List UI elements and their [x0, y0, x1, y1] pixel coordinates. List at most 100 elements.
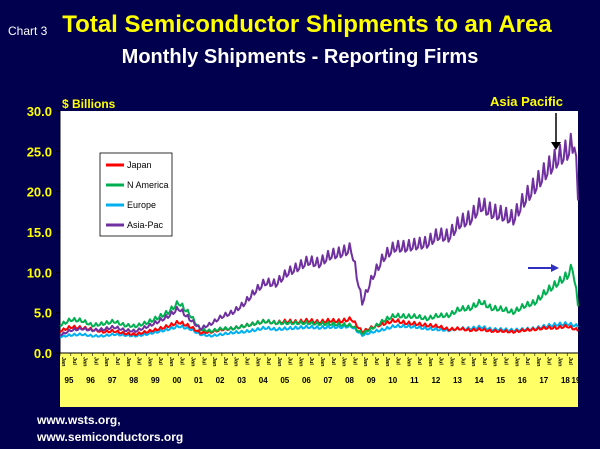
x-month-label: Jan	[405, 357, 411, 367]
x-year-label: 08	[345, 376, 354, 385]
legend-item-label: N America	[127, 180, 169, 190]
x-month-label: Jan	[190, 357, 196, 367]
x-month-label: Jul	[373, 357, 379, 365]
x-month-label: Jan	[535, 357, 541, 367]
series-line-n-america	[59, 263, 579, 336]
x-month-label: Jan	[449, 357, 455, 367]
y-axis-ticks: 0.0 5.0 10.0 15.0 20.0 25.0 30.0	[27, 104, 60, 361]
y-tick-label: 10.0	[27, 265, 52, 280]
x-month-label: Jan	[82, 357, 88, 367]
x-month-label: Jul	[136, 357, 142, 365]
x-month-label: Jan	[254, 357, 260, 367]
x-year-label: 13	[453, 376, 462, 385]
y-tick-label: 5.0	[34, 306, 52, 321]
x-year-label: 04	[259, 376, 268, 385]
x-year-label: 02	[216, 376, 225, 385]
annotation-asia-pacific: Asia Pacific	[490, 94, 563, 150]
x-month-label: Jul	[502, 357, 508, 365]
x-month-label: Jan	[319, 357, 325, 367]
y-axis-unit-label: $ Billions	[62, 97, 116, 111]
x-month-label: Jan	[556, 357, 562, 367]
x-month-label: Jul	[481, 357, 487, 365]
x-year-label: 98	[129, 376, 138, 385]
x-month-label: Jul	[438, 357, 444, 365]
x-year-label: 97	[108, 376, 117, 385]
y-tick-label: 30.0	[27, 104, 52, 119]
x-year-label: 18	[561, 376, 570, 385]
chart-number: Chart 3	[8, 24, 48, 38]
x-month-label: Jan	[146, 357, 152, 367]
source-line-1: www.wsts.org,	[37, 413, 121, 427]
x-year-label: 00	[172, 376, 181, 385]
x-month-label: Jul	[200, 357, 206, 365]
x-year-label: 99	[151, 376, 160, 385]
x-month-label: Jan	[492, 357, 498, 367]
x-year-label: 17	[539, 376, 548, 385]
x-month-label: Jul	[395, 357, 401, 365]
x-year-label: 12	[431, 376, 440, 385]
legend-item-label: Europe	[127, 200, 156, 210]
legend: Japan N America Europe Asia-Pac	[99, 152, 173, 237]
x-month-label: Jan	[60, 357, 66, 367]
chart-subtitle: Monthly Shipments - Reporting Firms	[121, 46, 479, 68]
x-month-label: Jul	[546, 357, 552, 365]
arrowhead-icon	[551, 264, 559, 272]
x-month-label: Jan	[103, 357, 109, 367]
x-year-label: 05	[280, 376, 289, 385]
x-year-label: 11	[410, 376, 419, 385]
x-month-label: Jul	[567, 357, 573, 365]
x-month-label: Jan	[427, 357, 433, 367]
series-lines	[59, 132, 579, 339]
x-axis-ticks: Jan Jul Jan Jul Jan Jul Jan Jul Jan Jul Jan Jul Jan J…	[59, 353, 581, 385]
x-month-label: Jul	[92, 357, 98, 365]
x-year-label: 19	[572, 376, 581, 385]
x-month-label: Jan	[297, 357, 303, 367]
y-tick-label: 25.0	[27, 144, 52, 159]
x-month-label: Jul	[351, 357, 357, 365]
legend-item-label: Asia-Pac	[127, 220, 164, 230]
x-year-label: 14	[475, 376, 484, 385]
x-month-label: Jul	[265, 357, 271, 365]
x-axis-band	[60, 353, 578, 407]
x-month-label: Jan	[211, 357, 217, 367]
x-month-label: Jul	[459, 357, 465, 365]
x-month-label: Jul	[330, 357, 336, 365]
x-month-label: Jul	[179, 357, 185, 365]
x-month-label: Jan	[470, 357, 476, 367]
x-month-label: Jul	[524, 357, 530, 365]
x-year-label: 06	[302, 376, 311, 385]
chart-title: Total Semiconductor Shipments to an Area	[62, 11, 552, 38]
x-year-label: 95	[65, 376, 74, 385]
x-year-label: 09	[367, 376, 376, 385]
y-tick-label: 15.0	[27, 225, 52, 240]
x-month-label: Jan	[168, 357, 174, 367]
x-month-label: Jul	[114, 357, 120, 365]
x-month-label: Jan	[233, 357, 239, 367]
annotation-n-america: N America	[491, 248, 559, 272]
legend-item-label: Japan	[127, 160, 152, 170]
x-year-label: 16	[518, 376, 527, 385]
x-month-label: Jan	[384, 357, 390, 367]
x-month-label: Jul	[287, 357, 293, 365]
x-month-label: Jan	[276, 357, 282, 367]
arrowhead-icon	[551, 142, 561, 150]
x-month-label: Jul	[157, 357, 163, 365]
source-credits: www.wsts.org, www.semiconductors.org	[37, 412, 183, 446]
x-year-label: 15	[496, 376, 505, 385]
annotation-n-america-label: N America	[491, 248, 556, 263]
y-tick-label: 0.0	[34, 346, 52, 361]
x-year-label: 01	[194, 376, 203, 385]
x-month-label: Jan	[513, 357, 519, 367]
x-year-label: 07	[324, 376, 333, 385]
x-year-label: 10	[388, 376, 397, 385]
x-month-label: Jan	[341, 357, 347, 367]
x-month-label: Jul	[222, 357, 228, 365]
legend-box	[99, 152, 173, 237]
x-month-label: Jul	[243, 357, 249, 365]
x-month-label: Jan	[362, 357, 368, 367]
x-month-label: Jul	[308, 357, 314, 365]
x-year-label: 96	[86, 376, 95, 385]
y-tick-label: 20.0	[27, 185, 52, 200]
x-year-label: 03	[237, 376, 246, 385]
